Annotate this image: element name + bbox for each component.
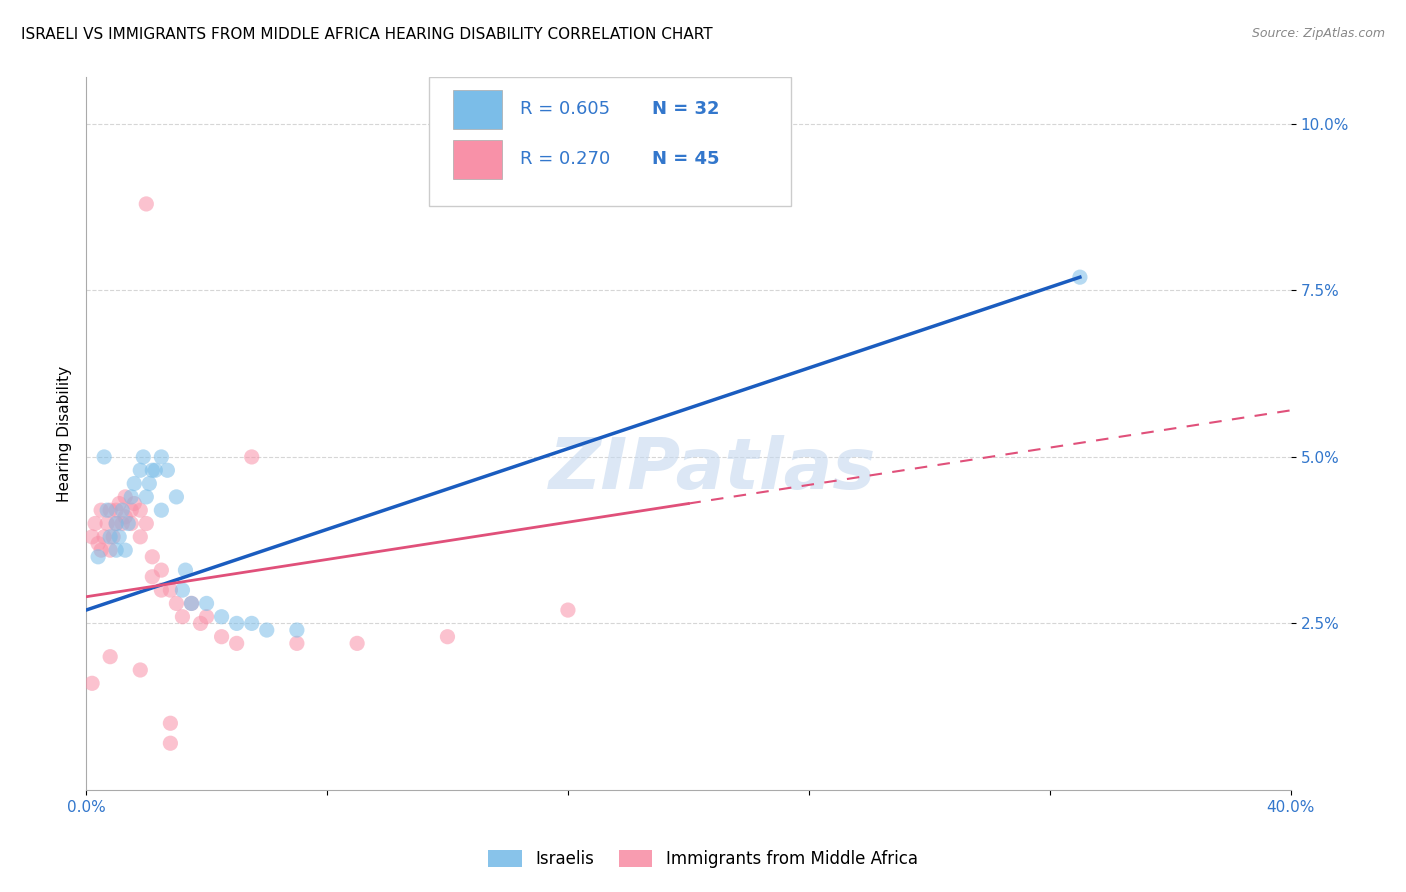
Point bbox=[180, 596, 202, 610]
Point bbox=[108, 497, 131, 511]
Point bbox=[93, 530, 115, 544]
Point bbox=[1069, 270, 1091, 285]
Point bbox=[80, 530, 103, 544]
Point bbox=[190, 616, 212, 631]
Point bbox=[90, 543, 112, 558]
Text: ISRAELI VS IMMIGRANTS FROM MIDDLE AFRICA HEARING DISABILITY CORRELATION CHART: ISRAELI VS IMMIGRANTS FROM MIDDLE AFRICA… bbox=[21, 27, 713, 42]
Point bbox=[98, 543, 121, 558]
Point bbox=[150, 503, 173, 517]
Point bbox=[90, 503, 112, 517]
Point bbox=[122, 497, 145, 511]
Point bbox=[114, 490, 136, 504]
Point bbox=[105, 543, 128, 558]
Point bbox=[150, 583, 173, 598]
Point bbox=[105, 516, 128, 531]
Point bbox=[346, 636, 368, 650]
Point bbox=[120, 490, 142, 504]
Point bbox=[141, 463, 163, 477]
Point bbox=[98, 530, 121, 544]
Point bbox=[135, 516, 157, 531]
Point bbox=[114, 543, 136, 558]
Point bbox=[120, 516, 142, 531]
Point bbox=[150, 563, 173, 577]
Point bbox=[135, 490, 157, 504]
Point bbox=[557, 603, 579, 617]
Point bbox=[84, 516, 107, 531]
Point bbox=[436, 630, 458, 644]
Point bbox=[105, 503, 128, 517]
Point bbox=[120, 503, 142, 517]
Point bbox=[143, 463, 166, 477]
FancyBboxPatch shape bbox=[429, 78, 790, 206]
Text: N = 45: N = 45 bbox=[652, 151, 720, 169]
Point bbox=[256, 623, 278, 637]
Point bbox=[111, 503, 134, 517]
Point bbox=[114, 509, 136, 524]
Point bbox=[285, 636, 308, 650]
FancyBboxPatch shape bbox=[454, 90, 502, 129]
Point bbox=[108, 530, 131, 544]
Point bbox=[159, 583, 181, 598]
Point bbox=[129, 663, 152, 677]
Point bbox=[87, 549, 110, 564]
Point bbox=[225, 616, 247, 631]
Point bbox=[122, 476, 145, 491]
Point bbox=[87, 536, 110, 550]
Point bbox=[240, 616, 263, 631]
Point bbox=[172, 583, 194, 598]
Text: Source: ZipAtlas.com: Source: ZipAtlas.com bbox=[1251, 27, 1385, 40]
Text: N = 32: N = 32 bbox=[652, 101, 720, 119]
Point bbox=[96, 503, 118, 517]
Point bbox=[211, 630, 233, 644]
Point bbox=[129, 463, 152, 477]
Point bbox=[105, 516, 128, 531]
Point bbox=[180, 596, 202, 610]
Point bbox=[98, 649, 121, 664]
Point bbox=[165, 490, 187, 504]
Point bbox=[129, 503, 152, 517]
Point bbox=[132, 450, 155, 464]
Text: R = 0.270: R = 0.270 bbox=[520, 151, 610, 169]
Point bbox=[195, 596, 218, 610]
Point bbox=[101, 530, 124, 544]
Point bbox=[135, 197, 157, 211]
Text: R = 0.605: R = 0.605 bbox=[520, 101, 610, 119]
Point bbox=[159, 716, 181, 731]
Point bbox=[225, 636, 247, 650]
Point bbox=[98, 503, 121, 517]
Point bbox=[172, 609, 194, 624]
Point bbox=[111, 516, 134, 531]
Point bbox=[195, 609, 218, 624]
Point bbox=[150, 450, 173, 464]
Point bbox=[129, 530, 152, 544]
Point bbox=[165, 596, 187, 610]
Point bbox=[159, 736, 181, 750]
Y-axis label: Hearing Disability: Hearing Disability bbox=[58, 366, 72, 501]
FancyBboxPatch shape bbox=[454, 140, 502, 179]
Point bbox=[211, 609, 233, 624]
Point bbox=[240, 450, 263, 464]
Point bbox=[117, 516, 139, 531]
Text: ZIPatlas: ZIPatlas bbox=[548, 434, 876, 504]
Point bbox=[93, 450, 115, 464]
Point bbox=[174, 563, 197, 577]
Legend: Israelis, Immigrants from Middle Africa: Israelis, Immigrants from Middle Africa bbox=[482, 843, 924, 875]
Point bbox=[156, 463, 179, 477]
Point bbox=[80, 676, 103, 690]
Point bbox=[96, 516, 118, 531]
Point bbox=[285, 623, 308, 637]
Point bbox=[138, 476, 160, 491]
Point bbox=[141, 549, 163, 564]
Point bbox=[141, 570, 163, 584]
